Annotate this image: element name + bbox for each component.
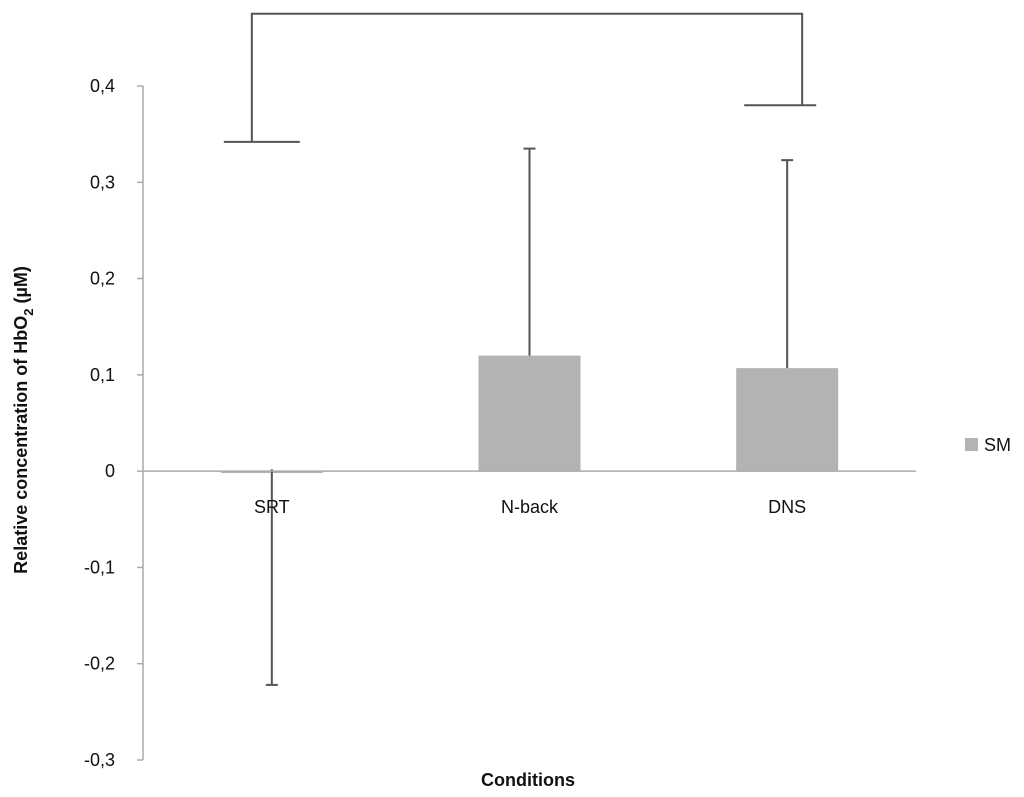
- y-axis-title-unit: (µM): [11, 266, 31, 308]
- x-axis-title: Conditions: [481, 770, 575, 790]
- legend-swatch-sm: [965, 438, 978, 451]
- y-axis-title-subscript: 2: [21, 309, 36, 316]
- y-tick-label: 0,2: [90, 269, 115, 289]
- category-label-n-back: N-back: [501, 497, 559, 517]
- y-tick-label: 0,3: [90, 172, 115, 192]
- y-tick-label: 0: [105, 461, 115, 481]
- legend-label-sm: SM: [984, 435, 1011, 455]
- category-label-dns: DNS: [768, 497, 806, 517]
- category-labels: SRT N-back DNS: [254, 497, 806, 517]
- y-tick-label: 0,4: [90, 76, 115, 96]
- y-axis-title-main: Relative concentration of HbO: [11, 316, 31, 574]
- error-bars: [265, 147, 794, 686]
- y-tick-label: -0,2: [84, 654, 115, 674]
- significance-bracket: [223, 12, 817, 143]
- legend: SM: [965, 435, 1011, 455]
- y-axis: 0,4 0,3 0,2 0,1 0 -0,1 -0,2 -0,3: [84, 76, 144, 770]
- category-label-srt: SRT: [254, 497, 290, 517]
- bracket-line: [250, 12, 804, 142]
- y-tick-label: -0,1: [84, 557, 115, 577]
- bar-dns: [736, 368, 839, 472]
- bars: [220, 355, 839, 474]
- bar-n-back: [478, 355, 581, 472]
- y-tick-label: -0,3: [84, 750, 115, 770]
- y-tick-label: 0,1: [90, 365, 115, 385]
- y-axis-title: Relative concentration of HbO2 (µM): [11, 266, 36, 574]
